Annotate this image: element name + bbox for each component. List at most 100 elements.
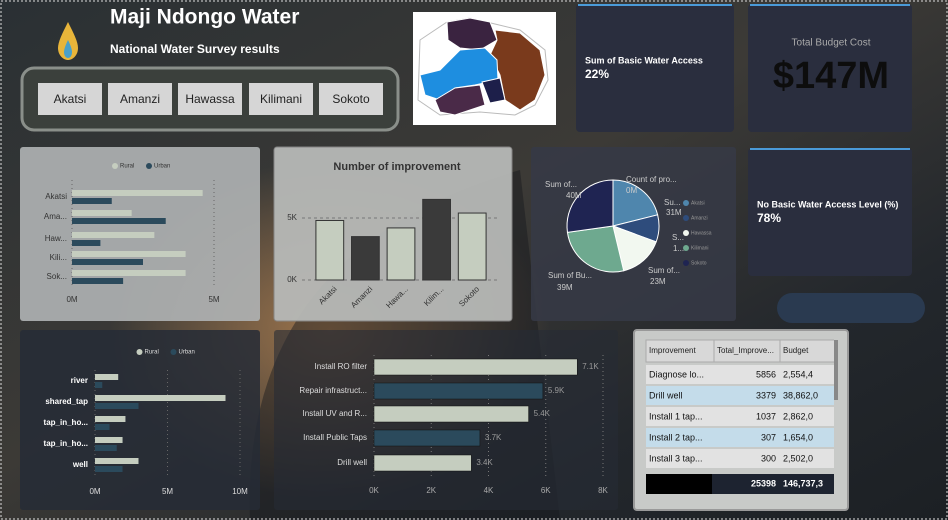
legend-label: Rural [145,350,159,356]
bar [72,190,203,196]
table-header: Improvement [649,346,696,355]
slicer-label[interactable]: Akatsi [54,92,87,106]
bar [72,198,112,204]
legend-swatch [683,230,689,236]
legend-label: Hawassa [691,230,712,236]
table-row [646,428,834,447]
y-tick-label: shared_tap [45,397,88,406]
y-tick-label: tap_in_ho... [44,418,88,427]
slicer-label[interactable]: Hawassa [185,92,235,106]
slicer-button[interactable]: Amanzi [108,83,172,115]
table-cell: 307 [761,432,776,442]
pie-slice [612,225,657,272]
legend-swatch [683,200,689,206]
x-tick-label: 5M [162,487,173,496]
subtitle: National Water Survey results [110,42,280,56]
x-tick-label: 0K [369,486,379,495]
table-cell: 3379 [756,390,776,400]
slicer-button[interactable]: Kilimani [249,83,313,115]
data-label: 7.1K [582,362,599,371]
table-total: 146,737,3 [783,478,823,488]
data-label: 31M [666,208,682,217]
legend-swatch [683,245,689,251]
table-total-cell [646,474,712,494]
slice-label: Sum of... [545,180,577,189]
table-cell: Install 1 tap... [649,411,703,421]
bar [95,395,226,401]
legend-label: Urban [154,164,170,170]
legend-label: Amanzi [691,215,708,221]
card [748,4,912,132]
table-cell: 5856 [756,369,776,379]
slice-label: Sum of Bu... [548,271,592,280]
legend-swatch [146,163,152,169]
bar [72,259,143,265]
slicer-label[interactable]: Sokoto [332,92,370,106]
table-row [646,386,834,405]
legend-swatch [170,349,177,355]
x-tick-label: 4K [484,486,494,495]
card-label: No Basic Water Access Level (%) [757,199,898,209]
x-tick-label: 5M [208,295,219,304]
x-tick-label: 0M [66,295,77,304]
data-label: 5.4K [534,409,551,418]
data-label: 1... [673,244,684,253]
table-cell: 300 [761,453,776,463]
card-accent [750,148,910,150]
table-cell: 2,862,0 [783,411,813,421]
y-tick-label: Ama... [44,212,67,221]
table-cell: 2,554,4 [783,369,813,379]
data-label: 39M [557,283,573,292]
bar [351,236,380,281]
button[interactable] [777,293,925,323]
pie-slice [566,225,625,273]
bar [95,437,123,443]
card-label: Total Budget Cost [792,38,871,49]
legend-swatch [112,163,118,169]
bar [373,382,544,400]
map [413,12,556,125]
bar [72,218,166,224]
slicer-button[interactable]: Sokoto [319,83,383,115]
bar [386,227,416,281]
scrollbar[interactable] [834,340,838,400]
bar [373,405,529,423]
slicer-label[interactable]: Amanzi [120,92,160,106]
bar [72,251,186,257]
bar [72,270,186,276]
slicer-label[interactable]: Kilimani [260,92,302,106]
table-header: Total_Improve... [717,346,774,355]
bar [373,358,578,376]
bar [95,374,119,380]
legend-label: Sokoto [691,260,707,266]
bar [72,232,155,238]
legend-swatch [136,349,143,355]
table-cell: 2,502,0 [783,453,813,463]
table-cell: 38,862,0 [783,390,818,400]
bar [95,424,110,430]
table-total: 25398 [751,478,776,488]
table-cell: Install 2 tap... [649,432,703,442]
y-tick-label: Install Public Taps [303,433,367,442]
card [576,4,734,132]
slicer-button[interactable]: Hawassa [178,83,242,115]
bar [72,210,132,216]
table-header-cell [779,339,834,363]
card-value: 22% [585,67,609,81]
table-cell: Diagnose lo... [649,369,704,379]
y-tick-label: tap_in_ho... [44,439,88,448]
slice-label: Sum of... [648,266,680,275]
table-cell: Drill well [649,390,683,400]
card-label: Sum of Basic Water Access [585,55,703,65]
y-tick-label: Repair infrastruct... [299,386,367,395]
table-cell: 1,654,0 [783,432,813,442]
y-tick-label: Akatsi [45,192,67,201]
table-row [646,407,834,426]
card-accent [578,4,732,6]
bar [95,416,126,422]
table-row [646,365,834,384]
x-tick-label: 2K [426,486,436,495]
slicer-button[interactable]: Akatsi [38,83,102,115]
data-label: 23M [650,277,666,286]
